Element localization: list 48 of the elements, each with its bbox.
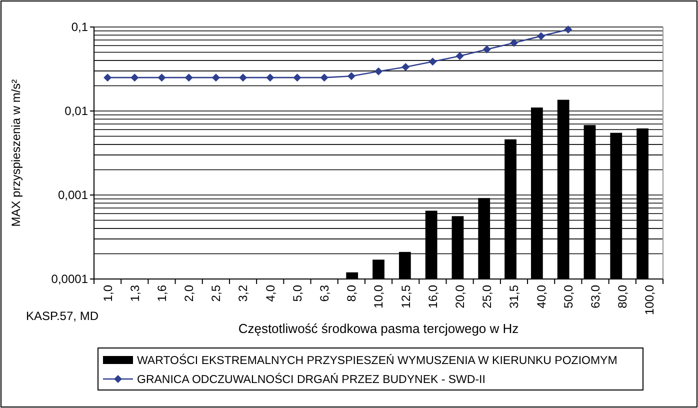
x-tick-label: 100,0	[642, 284, 657, 316]
legend-label: WARTOŚCI EKSTREMALNYCH PRZYSPIESZEŃ WYMUSZENIA W KIERUNKU POZIOMYM	[137, 353, 618, 368]
y-tick-label: 0,01	[64, 104, 88, 118]
x-tick-label: 63,0	[588, 284, 602, 308]
point	[212, 74, 220, 82]
point	[456, 52, 464, 60]
x-axis-title: Częstotliwość środkowa pasma tercjowego w Hz	[238, 321, 519, 336]
point	[510, 38, 518, 47]
point	[104, 74, 112, 82]
point	[184, 74, 193, 82]
x-tick-label: 2,5	[209, 284, 224, 302]
point	[428, 58, 437, 66]
x-tick-label: 2,0	[182, 284, 196, 302]
y-tick-label: 0,0001	[51, 272, 88, 286]
point	[293, 74, 302, 82]
x-tick-label: 1,0	[100, 284, 115, 302]
x-tick-label: 25,0	[480, 284, 494, 308]
point	[320, 74, 328, 82]
x-tick-label: 4,0	[263, 284, 278, 302]
x-tick-label: 3,2	[236, 284, 250, 302]
x-tick-label: 31,5	[507, 284, 522, 308]
x-tick-label: 16,0	[426, 284, 440, 308]
x-tick-label: 1,3	[128, 284, 142, 302]
x-tick-label: 40,0	[534, 284, 548, 308]
y-tick-label: 0,001	[58, 188, 88, 202]
x-tick-label: 1,6	[154, 284, 169, 302]
point	[482, 45, 491, 54]
text: KASP.57, MD	[26, 309, 99, 323]
x-tick-label: 20,0	[452, 284, 467, 308]
point	[130, 74, 139, 82]
point	[347, 72, 356, 80]
point	[564, 25, 572, 34]
point	[266, 74, 274, 82]
y-axis-title: MAX przyspieszenia w m/s²	[9, 79, 23, 227]
point	[402, 63, 410, 72]
x-tick-label: 12,5	[398, 284, 413, 308]
point	[374, 67, 382, 76]
point	[158, 74, 166, 82]
point	[537, 32, 546, 40]
y-tick-label: 0,1	[71, 20, 88, 34]
x-tick-label: 10,0	[372, 284, 386, 308]
point	[239, 74, 248, 82]
x-tick-label: 6,3	[318, 284, 332, 302]
x-tick-label: 5,0	[290, 284, 304, 302]
x-tick-label: 80,0	[616, 284, 630, 308]
x-tick-label: 50,0	[561, 284, 576, 308]
x-tick-label: 8,0	[344, 284, 359, 302]
legend-label: GRANICA ODCZUWALNOŚCI DRGAŃ PRZEZ BUDYNEK - SWD-II	[137, 372, 486, 386]
